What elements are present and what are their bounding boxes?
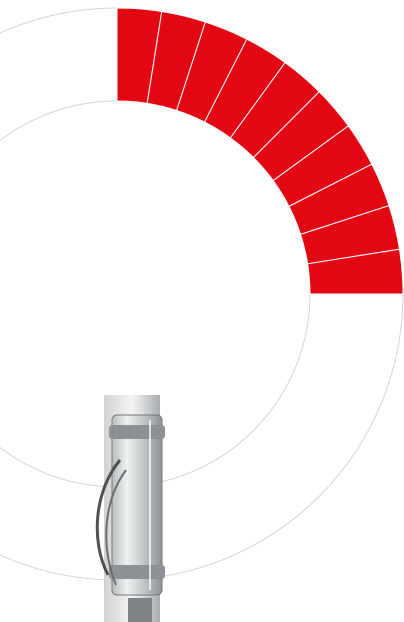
antenna-bracket	[109, 565, 165, 579]
antenna-connector	[128, 598, 152, 622]
red-arc	[116, 7, 404, 295]
antenna	[95, 395, 165, 622]
antenna-cable	[105, 469, 127, 586]
arc-segment	[307, 248, 404, 295]
antenna-cable	[95, 459, 122, 576]
antenna-bracket	[109, 425, 165, 439]
